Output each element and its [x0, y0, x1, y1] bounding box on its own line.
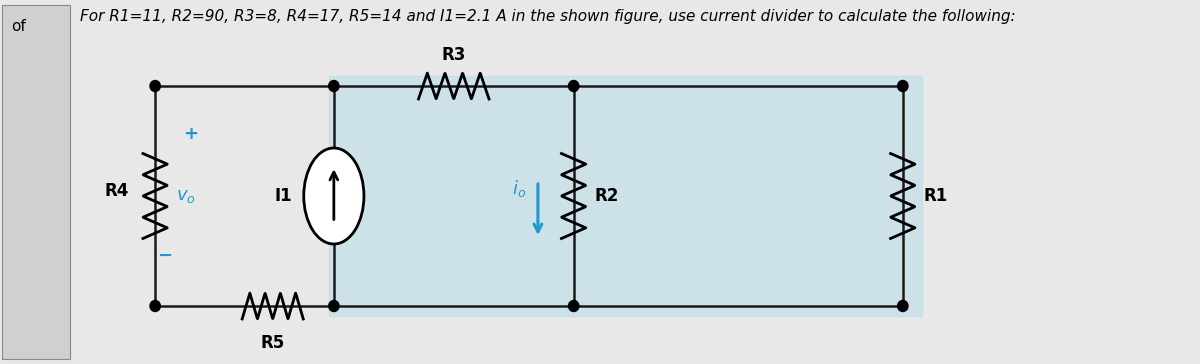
- Text: I1: I1: [275, 187, 293, 205]
- Text: $v_o$: $v_o$: [176, 187, 196, 205]
- Text: −: −: [157, 247, 172, 265]
- Text: R1: R1: [924, 187, 948, 205]
- Text: For R1=11, R2=90, R3=8, R4=17, R5=14 and I1=2.1 A in the shown figure, use curre: For R1=11, R2=90, R3=8, R4=17, R5=14 and…: [80, 9, 1015, 24]
- Text: of: of: [11, 19, 26, 34]
- Bar: [329, 76, 922, 316]
- Text: R2: R2: [594, 187, 619, 205]
- Text: R3: R3: [442, 46, 466, 64]
- Circle shape: [150, 301, 161, 312]
- Text: R4: R4: [104, 182, 128, 200]
- Ellipse shape: [304, 148, 364, 244]
- Text: +: +: [184, 125, 198, 143]
- Circle shape: [569, 80, 578, 91]
- Circle shape: [329, 301, 340, 312]
- Circle shape: [569, 301, 578, 312]
- Circle shape: [898, 80, 908, 91]
- FancyBboxPatch shape: [2, 5, 70, 359]
- Circle shape: [898, 301, 908, 312]
- Text: $i_o$: $i_o$: [512, 178, 527, 198]
- Circle shape: [150, 80, 161, 91]
- Text: R5: R5: [260, 334, 284, 352]
- Circle shape: [329, 80, 340, 91]
